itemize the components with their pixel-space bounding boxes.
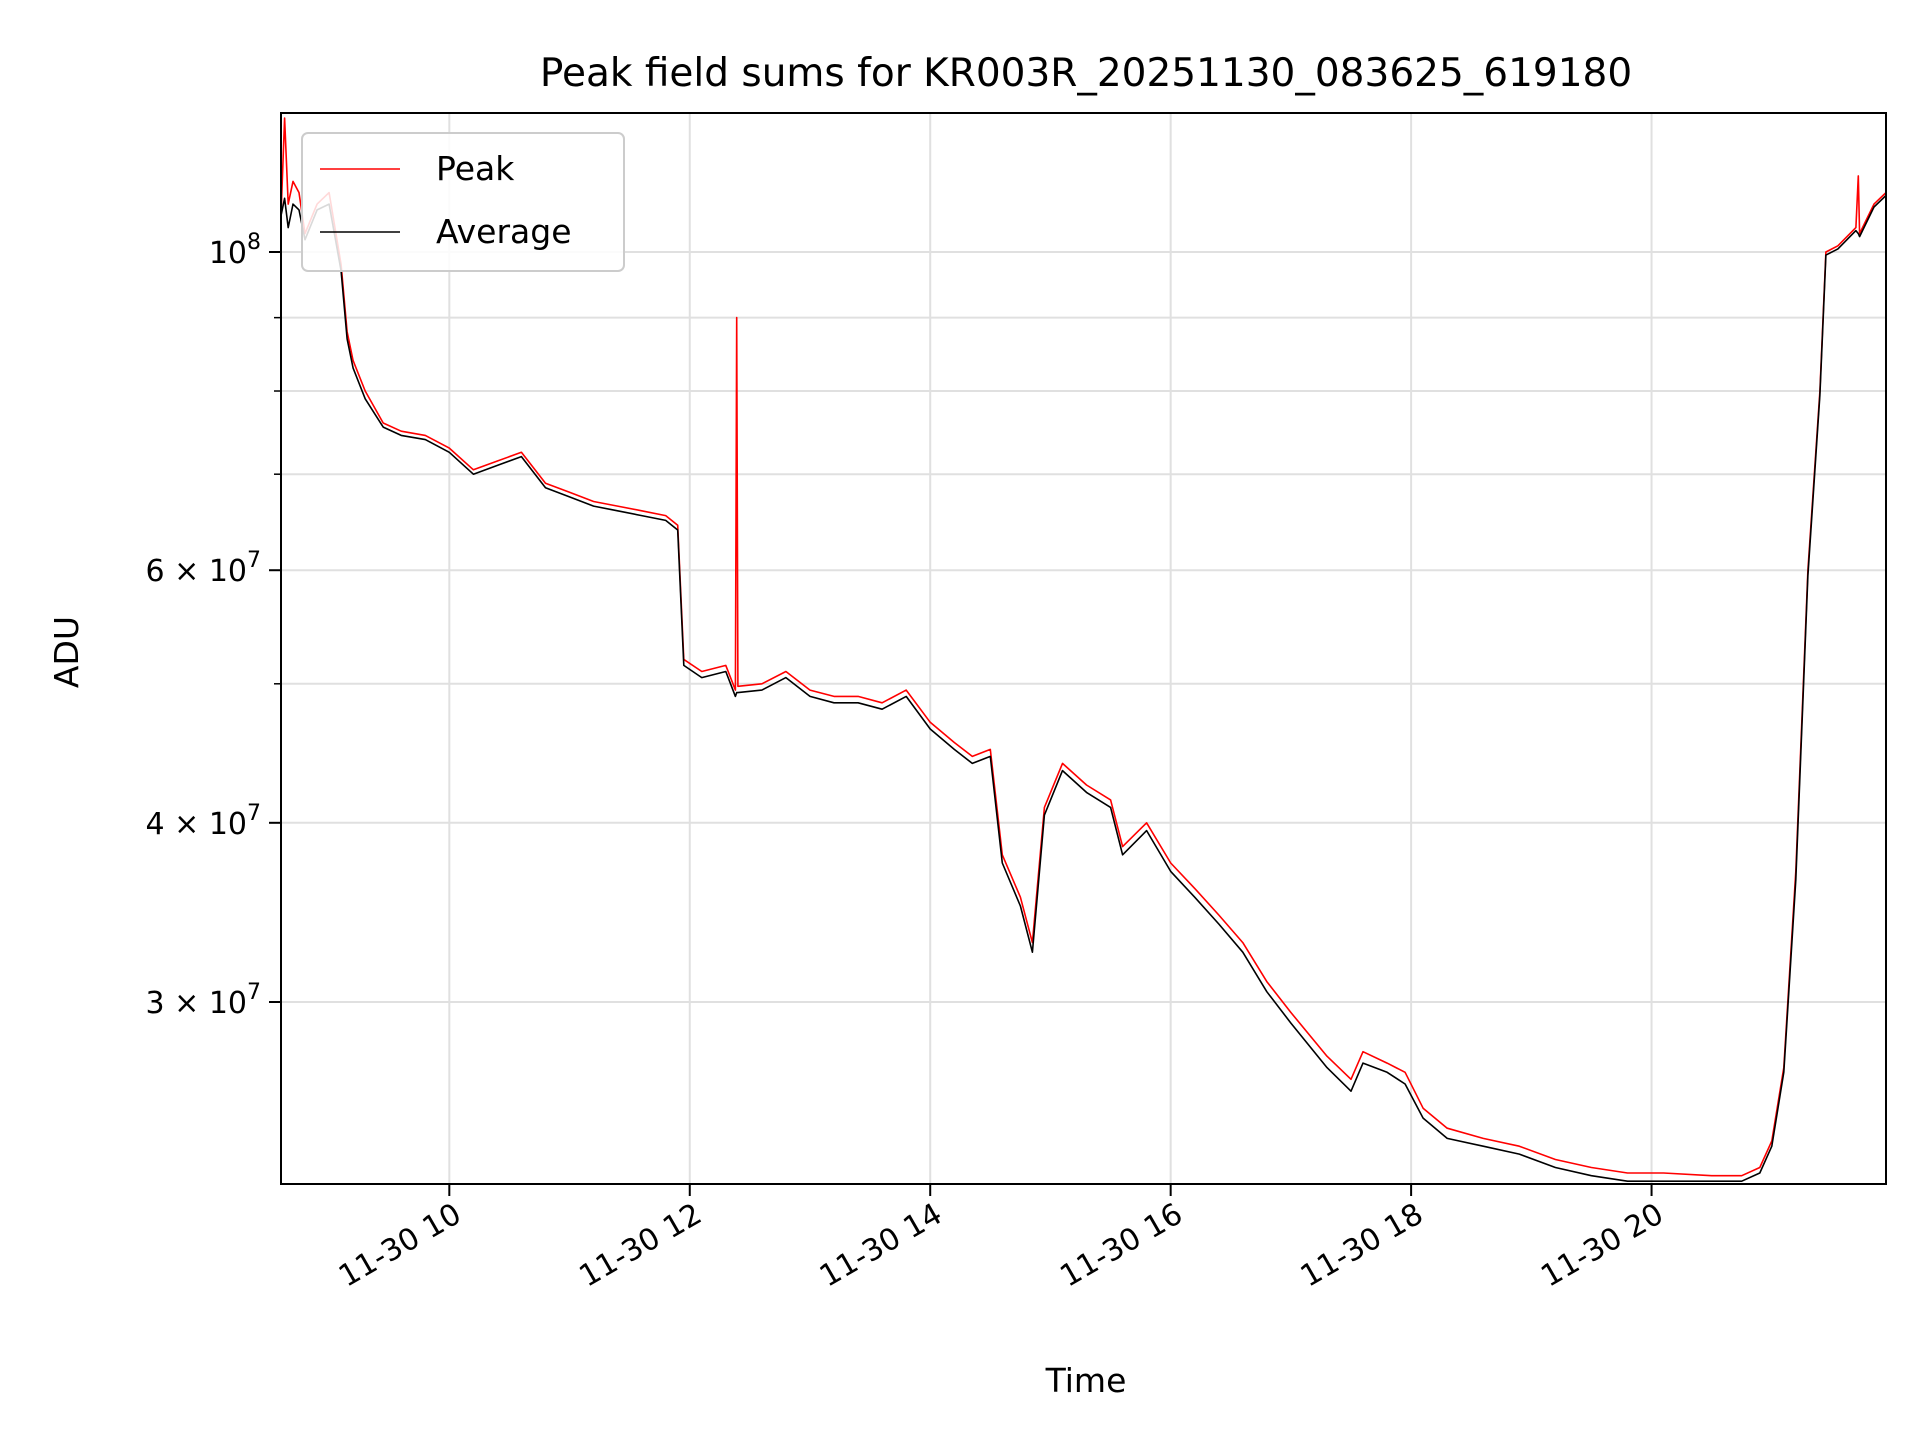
y-tick-label: 6 × 107	[146, 548, 261, 589]
plot-area	[281, 117, 1886, 1182]
legend-box	[301, 132, 625, 272]
y-tick-label: 108	[209, 230, 261, 271]
plot-frame	[280, 112, 1887, 1185]
x-tick-label: 11-30 16	[1054, 1197, 1188, 1295]
x-axis-label: Time	[1045, 1361, 1127, 1400]
y-tick-label: 4 × 107	[146, 801, 261, 842]
grid	[281, 113, 1886, 1184]
series-line-peak	[281, 117, 1886, 1177]
x-tick-label: 11-30 20	[1535, 1197, 1669, 1295]
x-axis: 11-30 10 11-30 12 11-30 14 11-30 16 11-30 18…	[333, 1184, 1670, 1294]
x-tick-label: 11-30 10	[333, 1197, 467, 1295]
x-tick-label: 11-30 14	[814, 1197, 948, 1295]
y-axis-label: ADU	[47, 616, 86, 688]
chart-title: Peak field sums for KR003R_20251130_0836…	[540, 51, 1632, 96]
y-tick-label: 3 × 107	[146, 980, 261, 1021]
legend: Peak Average	[301, 132, 625, 272]
series-line-average	[281, 194, 1886, 1182]
x-tick-label: 11-30 12	[573, 1197, 707, 1295]
legend-label-peak: Peak	[436, 149, 515, 188]
y-axis: 108 6 × 107 4 × 107 3 × 107	[146, 230, 281, 1021]
legend-label-average: Average	[436, 212, 572, 251]
x-tick-label: 11-30 18	[1295, 1197, 1429, 1295]
